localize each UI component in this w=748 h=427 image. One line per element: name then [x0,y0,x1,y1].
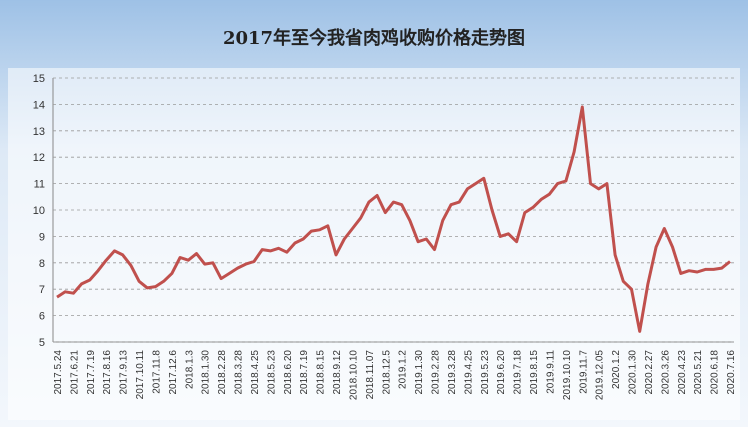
x-tick-label: 2019.2.28 [431,350,442,395]
x-tick-label: 2020.2.27 [644,350,655,395]
x-tick-label: 2017.12.6 [168,350,179,395]
y-tick-label: 15 [33,73,45,85]
y-tick-label: 12 [33,152,45,164]
x-tick-label: 2019.8.15 [529,350,540,395]
x-tick-label: 2019.11.7 [578,350,589,394]
x-tick-label: 2019.3.28 [447,350,458,395]
x-tick-label: 2020.6.18 [710,350,721,395]
x-tick-label: 2017.7.19 [86,350,97,395]
y-tick-label: 13 [33,126,45,138]
x-tick-label: 2018.1.3 [184,350,195,389]
x-tick-label: 2018.10.10 [348,350,359,400]
x-tick-label: 2019.7.18 [513,350,524,395]
y-tick-label: 11 [34,179,45,191]
y-tick-label: 10 [33,205,45,217]
x-tick-label: 2017.11.8 [151,350,162,394]
x-tick-label: 2018.4.25 [250,350,261,395]
x-tick-label: 2018.2.28 [217,350,228,395]
x-tick-label: 2018.8.15 [316,350,327,395]
y-tick-label: 7 [39,284,45,296]
plot-panel [8,68,740,420]
x-tick-label: 2018.1.30 [201,350,212,395]
x-tick-label: 2018.6.20 [283,350,294,395]
x-tick-label: 2019.4.25 [463,350,474,395]
x-tick-label: 2019.1.2 [398,350,409,389]
x-tick-label: 2019.10.10 [562,350,573,400]
x-tick-label: 2018.12.5 [381,350,392,395]
y-tick-label: 8 [39,258,45,270]
y-tick-label: 6 [39,311,45,323]
x-tick-label: 2019.5.23 [480,350,491,395]
x-tick-label: 2018.3.28 [234,350,245,395]
x-tick-label: 2020.1.30 [628,350,639,395]
x-tick-label: 2019.12.05 [595,350,606,400]
x-tick-label: 2017.9.13 [119,350,130,395]
data-line [56,105,731,333]
y-tick-label: 14 [33,99,45,111]
y-tick-label: 5 [39,337,45,349]
x-tick-label: 2018.5.23 [266,350,277,395]
x-tick-label: 2020.7.16 [726,350,737,395]
x-tick-label: 2020.1.2 [611,350,622,389]
x-tick-label: 2019.6.20 [496,350,507,395]
x-tick-label: 2018.7.19 [299,350,310,395]
x-tick-label: 2017.6.21 [69,350,80,395]
x-tick-label: 2018.11.07 [365,350,376,400]
x-tick-label: 2020.5.21 [693,350,704,395]
x-tick-label: 2017.10.11 [135,350,146,400]
x-tick-label: 2020.3.26 [660,350,671,395]
x-tick-label: 2020.4.23 [677,350,688,395]
chart-title: 2017年至今我省肉鸡收购价格走势图 [223,27,525,49]
x-tick-label: 2017.8.16 [102,350,113,395]
x-tick-label: 2019.9.11 [545,350,556,394]
x-tick-label: 2019.1.30 [414,350,425,395]
y-tick-label: 9 [39,231,45,243]
x-tick-label: 2017.5.24 [53,350,64,395]
x-tick-label: 2018.9.12 [332,350,343,395]
